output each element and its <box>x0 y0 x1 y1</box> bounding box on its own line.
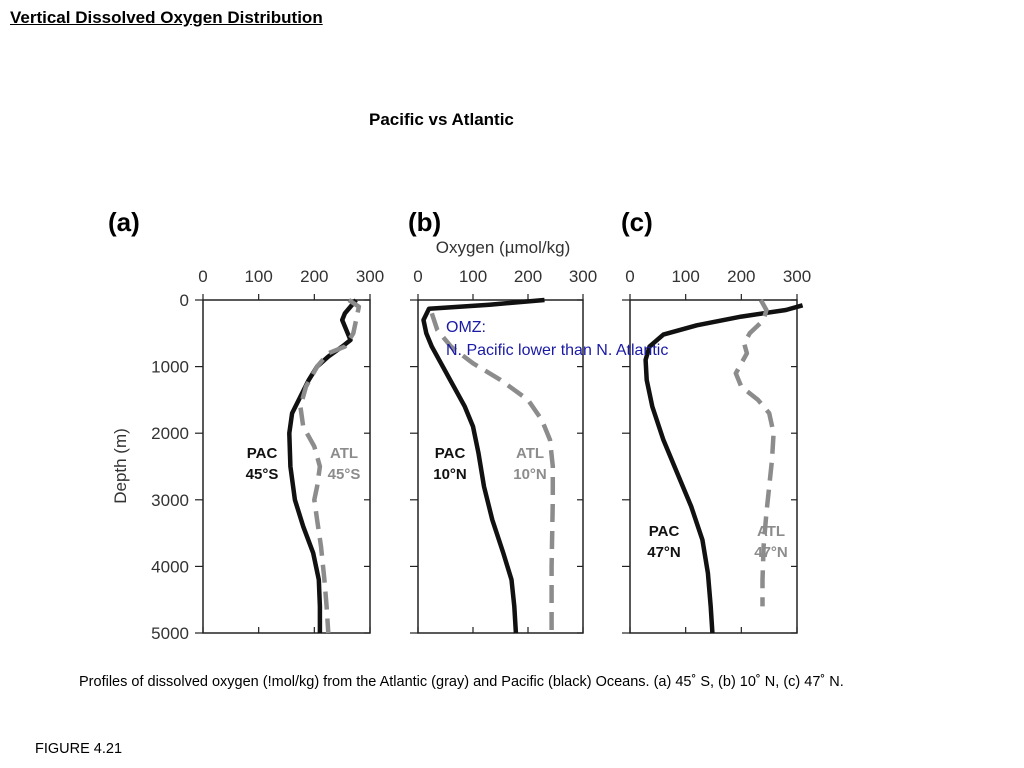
figure-caption: Profiles of dissolved oxygen (!mol/kg) f… <box>79 674 844 690</box>
series-label-atl-45-s: 45°S <box>328 466 361 483</box>
figure-number: FIGURE 4.21 <box>35 741 123 757</box>
x-tick-label: 200 <box>300 267 328 286</box>
panel-label-b: (b) <box>408 207 441 237</box>
omz-annotation-line1: OMZ: <box>446 319 486 336</box>
x-tick-label: 200 <box>727 267 755 286</box>
series-label-atl-47-n: ATL <box>757 523 785 540</box>
series-label-pac-10-n: 10°N <box>433 466 467 483</box>
x-tick-label: 300 <box>783 267 811 286</box>
series-label-atl-10-n: 10°N <box>513 466 547 483</box>
x-tick-label: 0 <box>413 267 422 286</box>
panel-label-a: (a) <box>108 207 140 237</box>
series-label-pac-45-s: 45°S <box>246 466 279 483</box>
y-tick-label: 2000 <box>151 424 189 443</box>
y-axis-title: Depth (m) <box>111 428 130 504</box>
x-tick-label: 100 <box>671 267 699 286</box>
slide-title: Vertical Dissolved Oxygen Distribution <box>10 8 323 27</box>
oxygen-profile-figure: (a) (b) (c) Oxygen (µmol/kg) Depth (m) 0… <box>108 207 811 643</box>
series-line-atl-45-s <box>298 298 362 634</box>
y-tick-label: 3000 <box>151 491 189 510</box>
panel-c: 0 100 200 300 PAC 47°N ATL 47°N <box>622 267 811 634</box>
x-tick-label: 0 <box>625 267 634 286</box>
omz-annotation-line2: N. Pacific lower than N. Atlantic <box>446 342 668 359</box>
x-tick-label: 0 <box>198 267 207 286</box>
series-line-atl-47-n <box>733 298 776 607</box>
series-line-atl-10-n <box>429 312 556 633</box>
y-tick-label: 5000 <box>151 624 189 643</box>
y-tick-label: 0 <box>180 291 189 310</box>
series-label-pac-47-n: 47°N <box>647 544 681 561</box>
plot-frame <box>417 299 584 634</box>
y-tick-label: 1000 <box>151 358 189 377</box>
x-axis-title: Oxygen (µmol/kg) <box>436 238 571 257</box>
series-label-pac-10-n: PAC <box>435 445 466 462</box>
x-tick-label: 200 <box>514 267 542 286</box>
series-label-atl-10-n: ATL <box>516 445 544 462</box>
x-tick-label: 100 <box>459 267 487 286</box>
x-tick-label: 300 <box>569 267 597 286</box>
x-tick-label: 100 <box>244 267 272 286</box>
series-line-pac-47-n <box>643 303 804 634</box>
panel-label-c: (c) <box>621 207 653 237</box>
panel-a: 0 100 200 300010002000300040005000PAC45°SAT… <box>151 267 384 643</box>
series-line-pac-10-n <box>421 297 545 634</box>
chart-subtitle: Pacific vs Atlantic <box>369 110 514 129</box>
series-label-atl-45-s: ATL <box>330 445 358 462</box>
plot-frame <box>629 299 798 634</box>
series-label-atl-47-n: 47°N <box>754 544 788 561</box>
plot-frame <box>202 299 371 634</box>
panel-b: 0 100 200 300 PAC 10°N ATL 10°N <box>410 267 597 634</box>
x-tick-label: 300 <box>356 267 384 286</box>
y-tick-label: 4000 <box>151 557 189 576</box>
series-label-pac-47-n: PAC <box>649 523 680 540</box>
plot-area: 0 100 200 300010002000300040005000PAC45°SAT… <box>151 267 811 643</box>
series-label-pac-45-s: PAC <box>247 445 278 462</box>
